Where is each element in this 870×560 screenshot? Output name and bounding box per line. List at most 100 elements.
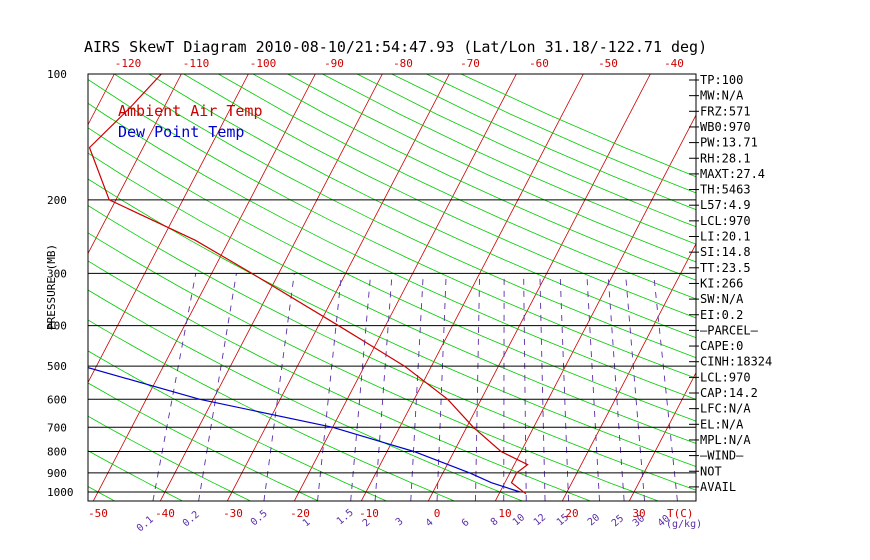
mixing-ratio-line <box>317 273 342 501</box>
top-temp-tick-label: -90 <box>324 57 344 70</box>
isotherm-line <box>562 243 696 501</box>
index-label: AVAIL <box>700 480 736 494</box>
mixing-ratio-tick-label: 2 <box>361 517 373 529</box>
profile-layer <box>88 74 529 495</box>
index-label: TP:100 <box>700 73 743 87</box>
dew-point-line <box>88 366 521 493</box>
isotherm-line <box>227 74 450 501</box>
bottom-temp-tick-label: -20 <box>290 507 310 520</box>
chart-title: AIRS SkewT Diagram 2010-08-10/21:54:47.9… <box>84 38 707 56</box>
mixing-ratio-tick-label: 0.2 <box>181 509 202 529</box>
index-label: CINH:18324 <box>700 355 772 369</box>
isotherm-line <box>88 74 249 384</box>
isotherm-line <box>88 74 182 255</box>
mixing-ratio-unit-label: (g/kg) <box>666 519 702 530</box>
top-temp-tick-label: -120 <box>115 57 142 70</box>
mixing-ratio-tick-label: 10 <box>511 512 527 528</box>
dry-adiabat-line <box>88 178 696 467</box>
dry-adiabat-line <box>88 205 696 491</box>
mixing-ratio-line <box>350 273 372 501</box>
mixing-ratio-tick-label: 3 <box>394 516 406 528</box>
mixing-ratio-line <box>152 273 197 501</box>
pressure-tick-label: 400 <box>47 320 67 333</box>
bottom-temp-tick-label: -40 <box>155 507 175 520</box>
mixing-ratio-tick-label: 1.5 <box>335 507 356 527</box>
index-label: EL:N/A <box>700 417 744 431</box>
mixing-ratio-line <box>539 273 546 501</box>
mixing-ratio-tick-label: 8 <box>489 516 501 528</box>
pressure-tick-label: 100 <box>47 68 67 81</box>
air-temp-line <box>88 74 529 495</box>
index-label: KI:266 <box>700 276 743 290</box>
y-axis-label: PRESSURE (MB) <box>45 244 58 330</box>
index-label: LCL:970 <box>700 214 751 228</box>
mixing-ratio-line <box>586 273 600 501</box>
dry-adiabat-line <box>0 74 47 501</box>
pressure-tick-label: 300 <box>47 267 67 280</box>
dry-adiabat-line <box>218 74 696 300</box>
dry-adiabat-line <box>88 415 251 501</box>
index-label: LI:20.1 <box>700 230 751 244</box>
index-label: WB0:970 <box>700 120 751 134</box>
dry-adiabat-line <box>88 289 523 501</box>
pressure-tick-label: 900 <box>47 467 67 480</box>
index-label: LFC:N/A <box>700 402 751 416</box>
pressure-tick-label: 1000 <box>47 486 74 499</box>
grid-layer <box>0 74 696 501</box>
mixing-ratio-tick-label: 20 <box>586 512 602 528</box>
index-label: TT:23.5 <box>700 261 751 275</box>
mixing-ratio-line <box>374 273 393 501</box>
top-temp-tick-label: -50 <box>598 57 618 70</box>
dry-adiabat-line <box>88 382 319 501</box>
pressure-tick-label: 700 <box>47 421 67 434</box>
dry-adiabat-line <box>88 319 455 501</box>
mixing-ratio-line <box>607 273 625 501</box>
top-temp-tick-label: -70 <box>460 57 480 70</box>
index-label: L57:4.9 <box>700 198 751 212</box>
mixing-ratio-tick-label: 1 <box>301 517 313 529</box>
dry-adiabat-line <box>88 232 659 501</box>
bottom-temp-tick-label: 20 <box>565 507 578 520</box>
pressure-tick-label: 200 <box>47 194 67 207</box>
legend: Ambient Air Temp Dew Point Temp <box>118 102 263 141</box>
bottom-temp-tick-label: -30 <box>223 507 243 520</box>
index-label: MAXT:27.4 <box>700 167 765 181</box>
dry-adiabat-line <box>391 74 696 211</box>
index-label: MW:N/A <box>700 89 744 103</box>
mixing-ratio-tick-label: 4 <box>424 517 436 529</box>
index-label: FRZ:571 <box>700 104 751 118</box>
index-label: –PARCEL– <box>700 323 759 337</box>
index-label: SI:14.8 <box>700 245 751 259</box>
isotherm-line <box>160 74 383 501</box>
dry-adiabat-line <box>183 74 696 319</box>
dry-adiabat-line <box>356 74 696 228</box>
isotherm-line <box>495 114 696 501</box>
mixing-ratio-tick-label: 25 <box>610 513 626 529</box>
dry-adiabat-line <box>114 74 696 359</box>
top-temp-tick-label: -40 <box>664 57 684 70</box>
dry-adiabat-line <box>88 79 696 379</box>
mixing-ratio-tick-label: 0.5 <box>249 508 270 528</box>
top-temp-tick-label: -60 <box>529 57 549 70</box>
dry-adiabat-line <box>148 74 696 339</box>
bottom-temp-tick-label: 10 <box>498 507 511 520</box>
isotherm-line <box>629 371 696 501</box>
isotherm-line <box>428 74 651 501</box>
legend-air-temp: Ambient Air Temp <box>118 102 263 120</box>
mixing-ratio-line <box>198 273 237 501</box>
mixing-ratio-tick-label: 0.1 <box>135 514 156 534</box>
isotherm-line <box>294 74 517 501</box>
mixing-ratio-line <box>436 273 447 501</box>
dry-adiabat-line <box>88 102 696 400</box>
top-temp-tick-label: -80 <box>393 57 413 70</box>
dry-adiabat-line <box>252 74 696 281</box>
plot-frame <box>87 73 697 502</box>
top-temp-tick-label: -110 <box>183 57 210 70</box>
index-label: LCL:970 <box>700 370 751 384</box>
dry-adiabat-line <box>88 127 696 422</box>
index-label: EI:0.2 <box>700 308 743 322</box>
dry-adiabat-line <box>88 152 696 444</box>
mixing-ratio-tick-label: 12 <box>532 512 548 528</box>
index-label: NOT <box>700 464 722 478</box>
